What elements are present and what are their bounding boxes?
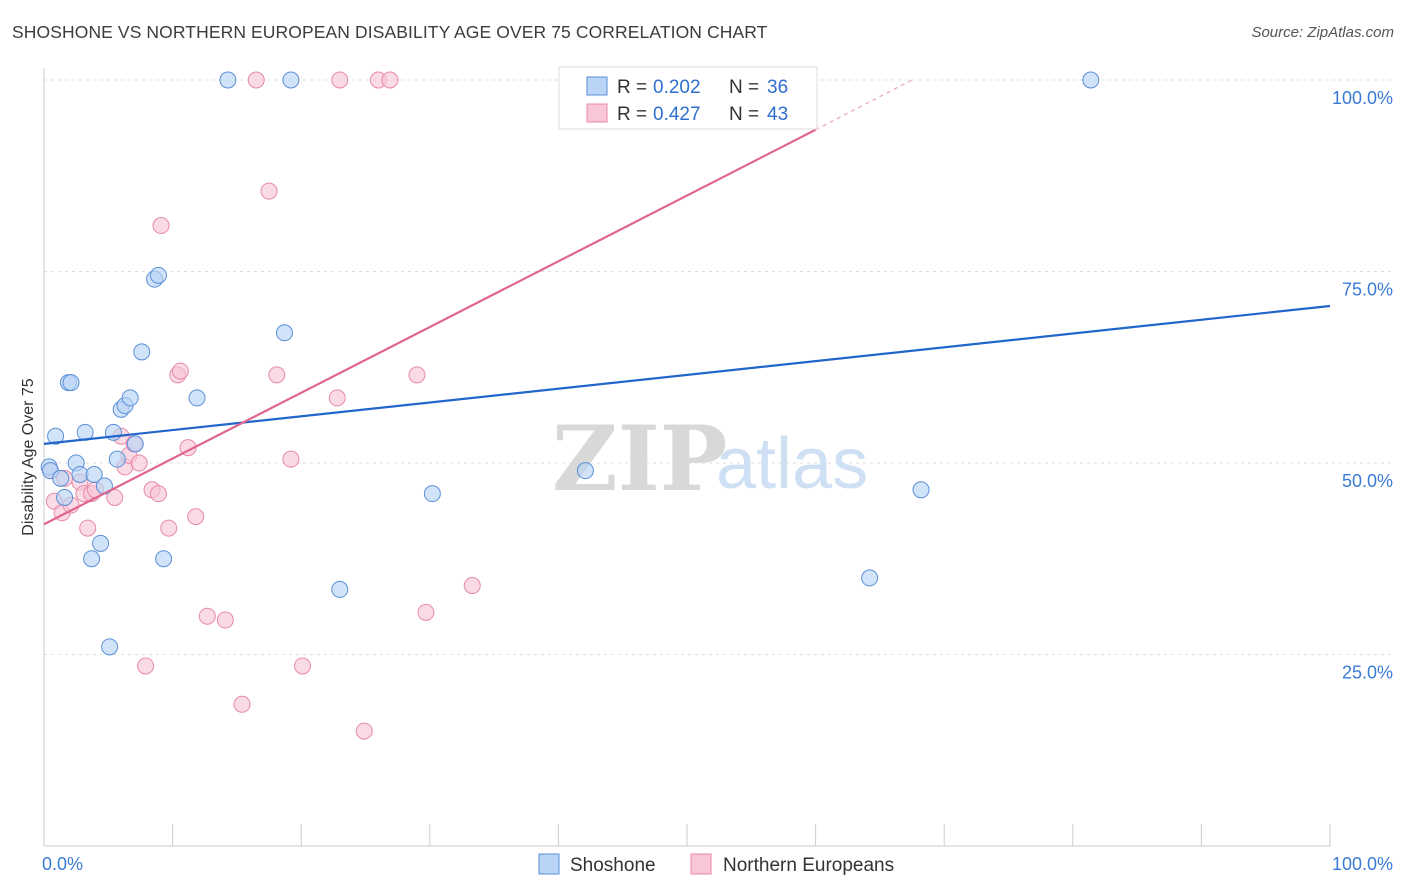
watermark-atlas: atlas [716, 424, 868, 504]
point-shoshone-30 [423, 485, 441, 503]
x-tick-label-100: 100.0% [1332, 854, 1393, 874]
watermark: ZIP atlas [552, 406, 868, 512]
point-shoshone-11 [85, 465, 103, 483]
point-northern-35 [355, 722, 373, 740]
point-shoshone-3 [52, 469, 70, 487]
bottom-legend-swatch-shoshone [538, 853, 560, 875]
point-shoshone-31 [576, 462, 594, 480]
point-shoshone-14 [101, 638, 119, 656]
point-northern-40 [463, 577, 481, 595]
chart-source: Source: ZipAtlas.com [1251, 24, 1394, 41]
y-tick-label-75: 75.0% [1342, 280, 1393, 300]
legend-n-label-shoshone: N = [729, 77, 759, 98]
point-shoshone-23 [149, 266, 167, 284]
point-shoshone-32 [861, 569, 879, 587]
point-shoshone-33 [912, 481, 930, 499]
legend-r-value-shoshone: 0.202 [653, 77, 701, 98]
x-ticks [43, 824, 1331, 846]
point-shoshone-8 [71, 465, 89, 483]
point-northern-24 [187, 508, 205, 526]
point-northern-30 [268, 366, 286, 384]
point-northern-22 [171, 362, 189, 380]
point-shoshone-27 [275, 324, 293, 342]
watermark-zip: ZIP [552, 406, 727, 512]
point-northern-39 [417, 603, 435, 621]
point-northern-38 [408, 366, 426, 384]
point-northern-31 [282, 450, 300, 468]
legend-r-label-shoshone: R = [617, 77, 647, 98]
legend-r-value-northern: 0.427 [653, 104, 701, 125]
series-shoshone-points [40, 71, 1100, 656]
trend-line-northern-extension [815, 79, 913, 131]
legend-r-label-northern: R = [617, 104, 647, 125]
point-northern-32 [293, 657, 311, 675]
y-tick-label-50: 50.0% [1342, 471, 1393, 491]
point-northern-15 [130, 454, 148, 472]
x-tick-labels: 0.0% 100.0% [42, 854, 1393, 874]
point-northern-7 [79, 519, 97, 537]
y-axis-title: Disability Age Over 75 [20, 378, 37, 536]
trend-line-northern [43, 128, 817, 526]
point-shoshone-12 [92, 534, 110, 552]
point-northern-37 [381, 71, 399, 89]
point-shoshone-20 [126, 435, 144, 453]
point-northern-20 [160, 519, 178, 537]
point-northern-16 [137, 657, 155, 675]
legend-swatch-northern [586, 103, 608, 123]
legend-box: R = 0.202 N = 36 R = 0.427 N = 43 [558, 66, 818, 130]
point-shoshone-10 [83, 550, 101, 568]
point-northern-34 [331, 71, 349, 89]
bottom-legend-label-shoshone: Shoshone [570, 855, 656, 876]
point-shoshone-6 [62, 374, 80, 392]
point-shoshone-2 [47, 427, 65, 445]
point-northern-19 [152, 217, 170, 235]
y-tick-labels: 25.0% 50.0% 75.0% 100.0% [1332, 88, 1393, 683]
legend-n-value-shoshone: 36 [767, 77, 788, 98]
legend-swatch-shoshone [586, 76, 608, 96]
bottom-legend: Shoshone Northern Europeans [538, 853, 894, 876]
point-shoshone-16 [108, 450, 126, 468]
point-shoshone-26 [219, 71, 237, 89]
point-shoshone-25 [188, 389, 206, 407]
x-tick-label-0: 0.0% [42, 854, 83, 874]
y-tick-label-100: 100.0% [1332, 88, 1393, 108]
legend-n-label-northern: N = [729, 104, 759, 125]
point-northern-10 [106, 488, 124, 506]
bottom-legend-swatch-northern [690, 853, 712, 875]
point-shoshone-34 [1082, 71, 1100, 89]
point-shoshone-29 [331, 580, 349, 598]
point-northern-18 [149, 485, 167, 503]
point-shoshone-21 [133, 343, 151, 361]
grid-lines [44, 79, 1394, 655]
chart-title: SHOSHONE VS NORTHERN EUROPEAN DISABILITY… [12, 22, 768, 42]
trend-lines [43, 79, 1331, 526]
point-northern-29 [260, 182, 278, 200]
point-northern-28 [247, 71, 265, 89]
point-shoshone-28 [282, 71, 300, 89]
point-northern-25 [198, 607, 216, 625]
point-northern-27 [233, 695, 251, 713]
bottom-legend-label-northern: Northern Europeans [723, 855, 894, 876]
y-tick-label-25: 25.0% [1342, 663, 1393, 683]
point-shoshone-24 [155, 550, 173, 568]
trend-line-shoshone [43, 304, 1331, 445]
point-northern-33 [328, 389, 346, 407]
legend-n-value-northern: 43 [767, 104, 788, 125]
point-northern-26 [216, 611, 234, 629]
point-shoshone-4 [56, 488, 74, 506]
point-shoshone-19 [121, 389, 139, 407]
